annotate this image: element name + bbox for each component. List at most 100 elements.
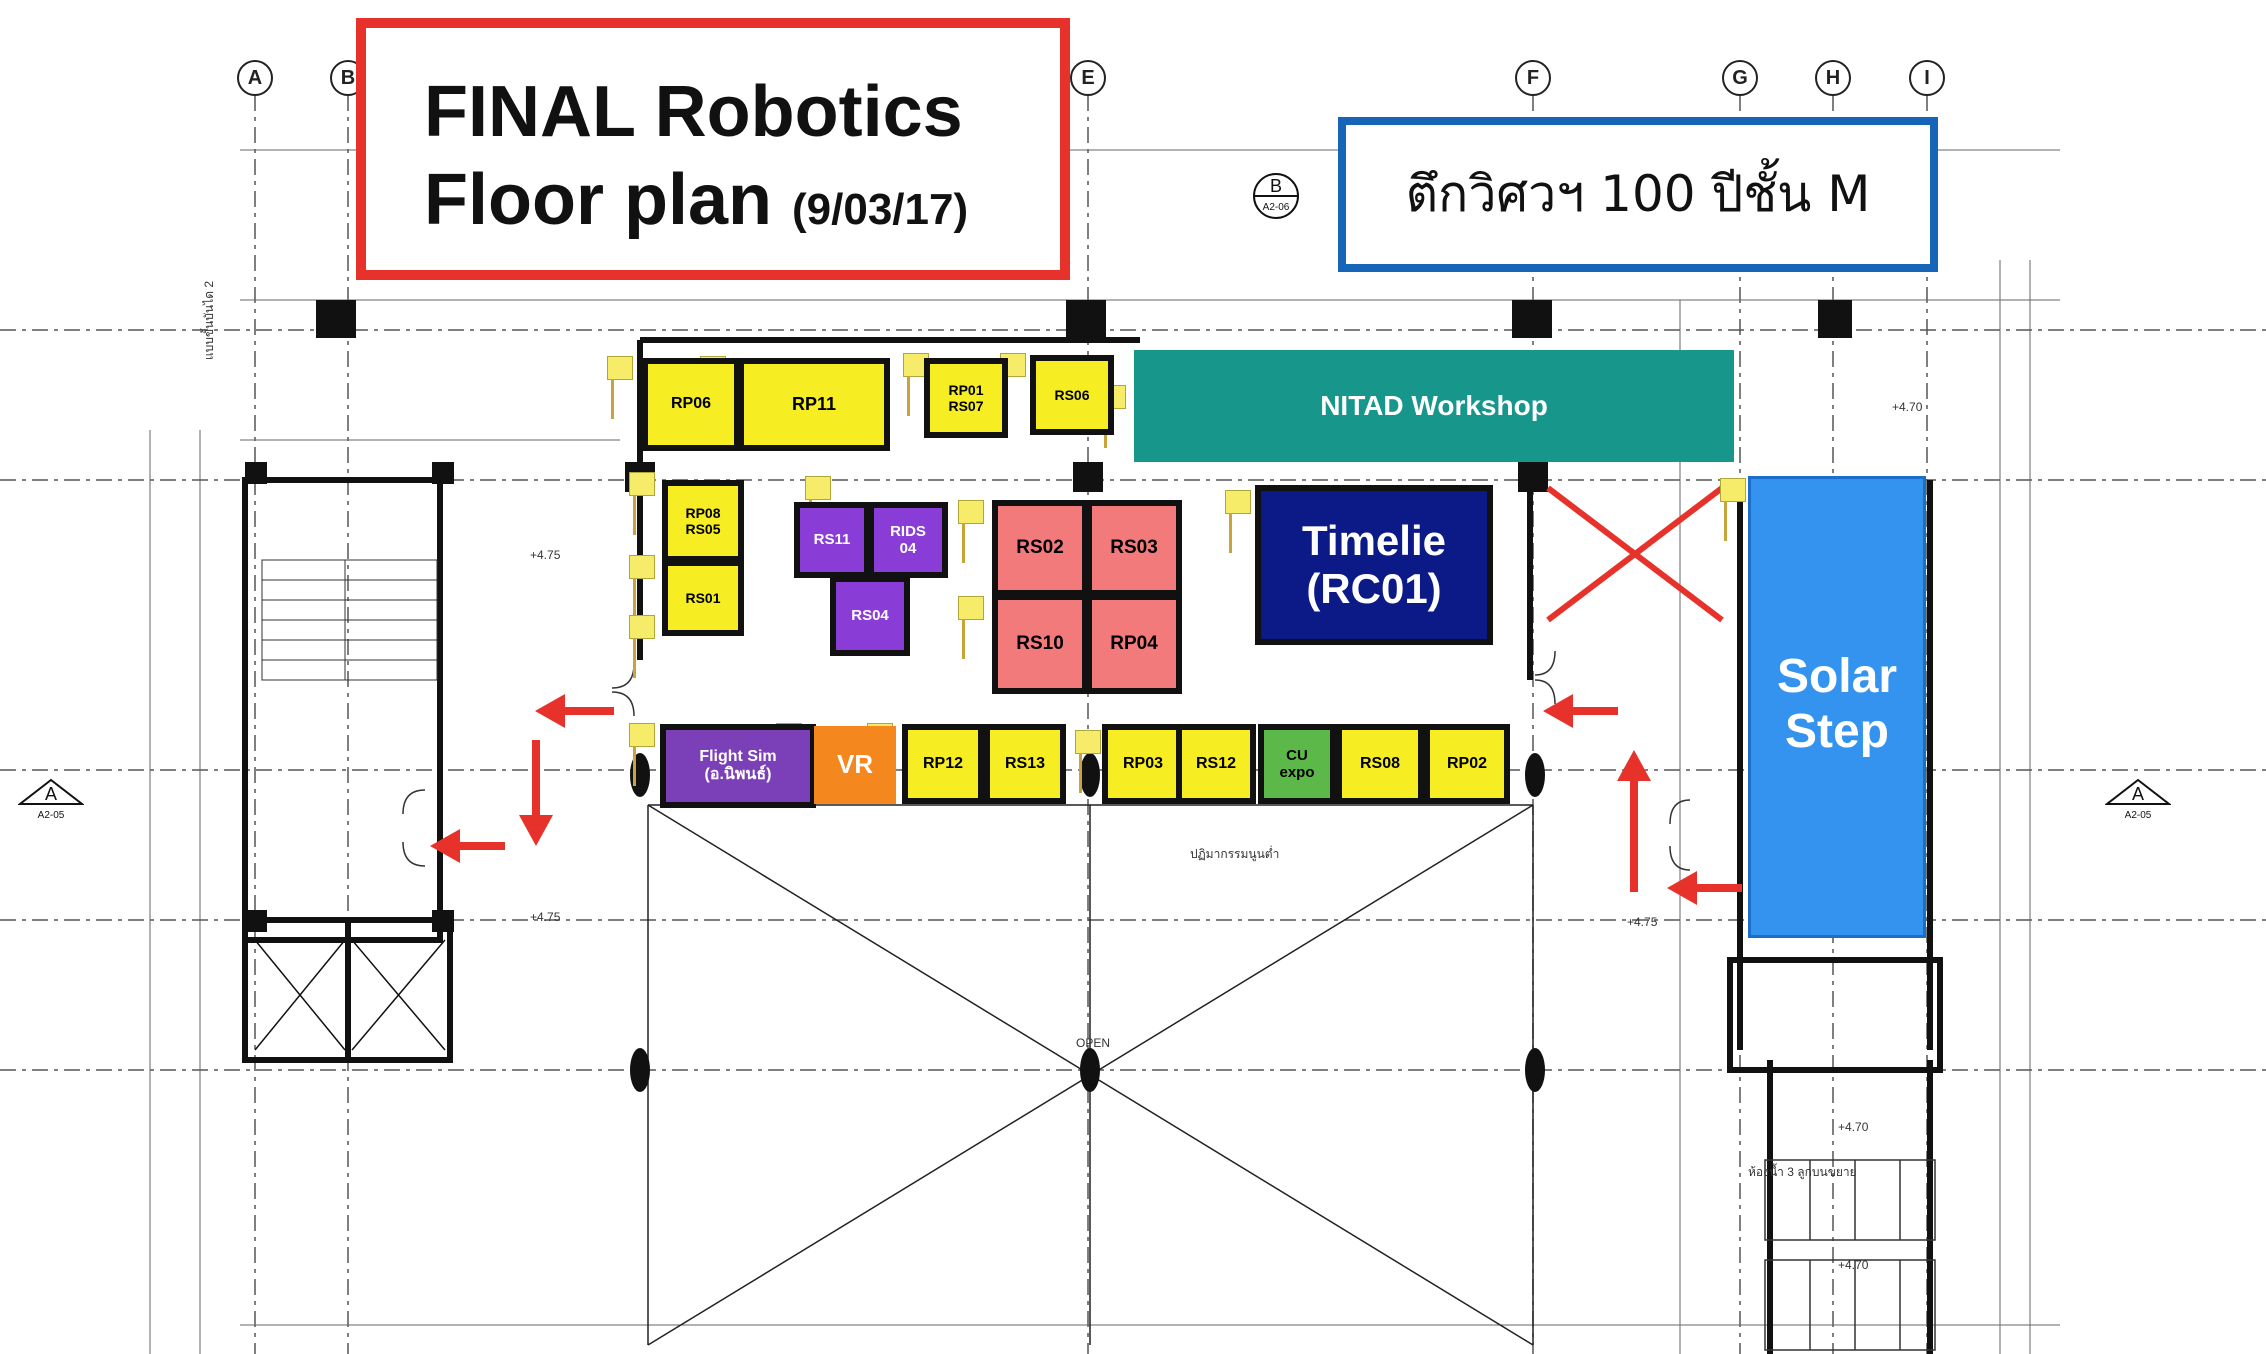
booth-rs08: RS08 xyxy=(1336,724,1424,804)
booth-rs12-label: RS12 xyxy=(1195,754,1237,772)
axis-bubble-a: A xyxy=(237,60,273,96)
booth-rs06-label: RS06 xyxy=(1054,386,1090,403)
section-marker-right: A A2-05 xyxy=(2105,778,2171,828)
axis-bubble-h: H xyxy=(1815,60,1851,96)
marker-flag xyxy=(1720,478,1746,541)
booth-rs10-label: RS10 xyxy=(1016,633,1064,655)
booth-rp02: RP02 xyxy=(1424,724,1510,804)
booth-flight-sim-label: Flight Sim (อ.นิพนธ์) xyxy=(699,747,777,783)
section-marker-b: B A2-06 xyxy=(1243,170,1309,220)
section-marker-b-letter: B xyxy=(1269,176,1282,196)
axis-label-i: I xyxy=(1924,66,1930,89)
walls xyxy=(242,337,1943,1354)
booth-rp08-rs05-label: RP08 RS05 xyxy=(685,504,721,537)
booth-rs01: RS01 xyxy=(662,560,744,636)
axis-label-f: F xyxy=(1526,66,1540,89)
toilets xyxy=(1764,1159,1936,1351)
booth-rp06: RP06 xyxy=(642,358,740,451)
booth-rp06-label: RP06 xyxy=(670,395,712,413)
toilet-note: ห้องน้ำ 3 ลูกบนขยาย xyxy=(1748,1165,1857,1179)
booth-rp03: RP03 xyxy=(1102,724,1184,804)
marker-flag xyxy=(805,476,831,539)
booth-rids04-label: RIDS 04 xyxy=(890,522,926,557)
section-marker-right-letter: A xyxy=(2131,784,2144,804)
booth-rs10: RS10 xyxy=(992,594,1088,694)
booth-rs11-label: RS11 xyxy=(813,531,851,549)
booth-cu-expo-label: CU expo xyxy=(1279,746,1315,781)
axis-label-e: E xyxy=(1081,66,1095,89)
booth-rp01-rs07: RP01 RS07 xyxy=(924,358,1008,438)
axis-label-a: A xyxy=(247,66,263,89)
axis-label-g: G xyxy=(1732,66,1748,89)
booth-vr-label: VR xyxy=(836,749,874,780)
booth-rp12-label: RP12 xyxy=(922,754,964,772)
booth-rs04-label: RS04 xyxy=(851,607,889,625)
marker-flag xyxy=(607,356,633,419)
title-date: (9/03/17) xyxy=(792,185,969,234)
marker-flag xyxy=(1225,490,1251,553)
section-marker-b-sheet: A2-06 xyxy=(1262,202,1290,213)
relief-note: ปฏิมากรรมนูนต่ำ xyxy=(1190,847,1280,861)
marker-flag xyxy=(958,500,984,563)
building-label-box: ตึกวิศวฯ 100 ปีชั้น M xyxy=(1338,117,1938,272)
solar-step-label: Solar Step xyxy=(1776,650,1898,759)
exit-arrow-2 xyxy=(519,740,553,846)
building-label: ตึกวิศวฯ 100 ปีชั้น M xyxy=(1405,165,1871,223)
booth-rs02-label: RS02 xyxy=(1016,537,1064,559)
booth-rp02-label: RP02 xyxy=(1446,754,1488,772)
booth-rp11-label: RP11 xyxy=(791,394,837,415)
exit-arrow-4 xyxy=(1543,694,1618,728)
booth-rids04: RIDS 04 xyxy=(868,502,948,578)
timelie-rc01-label: Timelie (RC01) xyxy=(1302,516,1446,612)
marker-flag xyxy=(1075,730,1101,793)
level-note-6: +4.70 xyxy=(1838,1258,1869,1272)
booth-rp01-rs07-label: RP01 RS07 xyxy=(948,381,984,414)
booth-rp04-label: RP04 xyxy=(1110,633,1158,655)
booth-vr: VR xyxy=(814,726,896,804)
marker-flag xyxy=(629,555,655,618)
marker-flag xyxy=(629,723,655,786)
exit-arrow-3 xyxy=(430,829,505,863)
level-note-1: +4.75 xyxy=(530,548,561,562)
axis-label-h: H xyxy=(1825,66,1841,89)
section-marker-left: A A2-05 xyxy=(18,778,84,828)
stair-note: แบบขั้นบันได 2 xyxy=(202,280,216,360)
title-line-1: FINAL Robotics xyxy=(424,72,963,152)
booth-rs03: RS03 xyxy=(1086,500,1182,596)
booth-rp04: RP04 xyxy=(1086,594,1182,694)
booth-rs08-label: RS08 xyxy=(1359,754,1401,772)
booth-cu-expo: CU expo xyxy=(1258,724,1336,804)
booth-rs01-label: RS01 xyxy=(685,589,721,606)
exit-arrow-5 xyxy=(1617,750,1651,892)
exit-arrow-6 xyxy=(1667,871,1742,905)
title-floor-plan: Floor plan xyxy=(424,160,772,240)
axis-bubble-i: I xyxy=(1909,60,1945,96)
booth-rp11: RP11 xyxy=(738,358,890,451)
booth-rs13-label: RS13 xyxy=(1004,754,1046,772)
level-note-3: +4.75 xyxy=(1627,915,1658,929)
axis-bubble-e: E xyxy=(1070,60,1106,96)
red-cross-void xyxy=(1546,485,1724,623)
stair xyxy=(261,559,438,681)
level-note-4: +4.70 xyxy=(1892,400,1923,414)
booth-rs11: RS11 xyxy=(794,502,870,578)
nitad-workshop-label: NITAD Workshop xyxy=(1320,389,1548,421)
section-marker-left-letter: A xyxy=(44,784,57,804)
marker-flag xyxy=(629,472,655,535)
marker-flag xyxy=(629,615,655,678)
exit-arrow-1 xyxy=(535,694,614,728)
booth-rs06: RS06 xyxy=(1030,355,1114,435)
axis-label-b: B xyxy=(340,66,356,89)
columns xyxy=(245,300,1852,1092)
lift-crosses xyxy=(254,939,446,1051)
solar-step: Solar Step xyxy=(1748,476,1926,938)
section-marker-left-sheet: A2-05 xyxy=(37,810,65,821)
booth-rs12: RS12 xyxy=(1176,724,1256,804)
open-note: OPEN xyxy=(1076,1036,1111,1050)
booth-rs04: RS04 xyxy=(830,576,910,656)
nitad-workshop: NITAD Workshop xyxy=(1134,350,1734,462)
booth-rp03-label: RP03 xyxy=(1122,754,1164,772)
dimension-lines xyxy=(149,149,2060,1354)
booth-rs02: RS02 xyxy=(992,500,1088,596)
